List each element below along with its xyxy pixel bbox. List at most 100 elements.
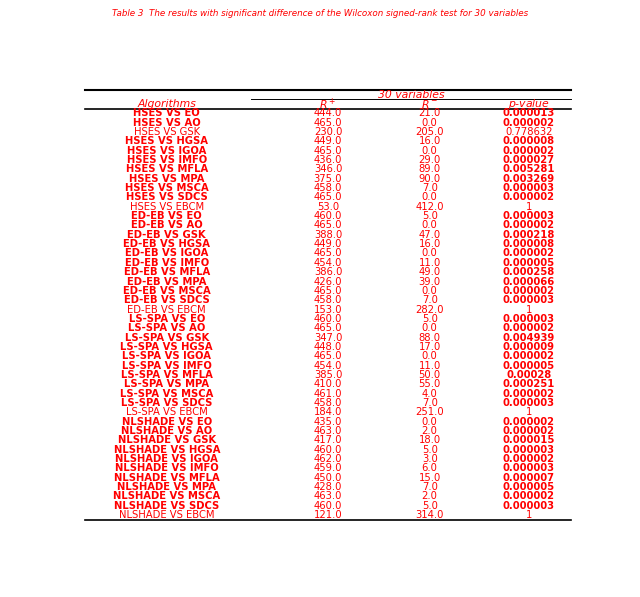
Text: NLSHADE VS HGSA: NLSHADE VS HGSA [113,445,220,455]
Text: 153.0: 153.0 [314,304,342,315]
Text: 0.000002: 0.000002 [503,220,555,230]
Text: 88.0: 88.0 [419,333,441,343]
Text: 375.0: 375.0 [314,174,342,184]
Text: 11.0: 11.0 [419,361,441,371]
Text: 0.000002: 0.000002 [503,417,555,427]
Text: 47.0: 47.0 [419,230,441,240]
Text: NLSHADE VS EBCM: NLSHADE VS EBCM [119,510,214,520]
Text: 386.0: 386.0 [314,267,342,277]
Text: 0.000015: 0.000015 [502,435,555,445]
Text: NLSHADE VS IGOA: NLSHADE VS IGOA [115,454,218,464]
Text: 0.0: 0.0 [422,286,438,296]
Text: 2.0: 2.0 [422,426,438,436]
Text: 50.0: 50.0 [419,370,441,380]
Text: NLSHADE VS MFLA: NLSHADE VS MFLA [114,473,220,482]
Text: NLSHADE VS GSK: NLSHADE VS GSK [118,435,216,445]
Text: $p$-$value$: $p$-$value$ [508,97,550,111]
Text: 11.0: 11.0 [419,258,441,268]
Text: 0.000002: 0.000002 [503,389,555,399]
Text: LS-SPA VS MSCA: LS-SPA VS MSCA [120,389,214,399]
Text: 458.0: 458.0 [314,398,342,408]
Text: 0.000002: 0.000002 [503,286,555,296]
Text: 39.0: 39.0 [419,276,441,287]
Text: 458.0: 458.0 [314,295,342,305]
Text: 454.0: 454.0 [314,361,342,371]
Text: 55.0: 55.0 [419,379,441,389]
Text: 205.0: 205.0 [415,127,444,137]
Text: 0.000003: 0.000003 [503,501,555,510]
Text: 0.000003: 0.000003 [503,445,555,455]
Text: 0.0: 0.0 [422,417,438,427]
Text: 0.000008: 0.000008 [503,136,555,146]
Text: 53.0: 53.0 [317,202,339,212]
Text: HSES VS SDCS: HSES VS SDCS [126,192,207,202]
Text: HSES VS EO: HSES VS EO [133,109,200,118]
Text: 465.0: 465.0 [314,220,342,230]
Text: 251.0: 251.0 [415,407,444,417]
Text: 0.000013: 0.000013 [503,109,555,118]
Text: 0.000258: 0.000258 [503,267,555,277]
Text: 5.0: 5.0 [422,445,438,455]
Text: LS-SPA VS HGSA: LS-SPA VS HGSA [120,342,213,352]
Text: 1: 1 [525,304,532,315]
Text: 0.000003: 0.000003 [503,183,555,193]
Text: 0.00028: 0.00028 [506,370,552,380]
Text: 0.000218: 0.000218 [502,230,555,240]
Text: 454.0: 454.0 [314,258,342,268]
Text: HSES VS EBCM: HSES VS EBCM [130,202,204,212]
Text: 0.000251: 0.000251 [502,379,555,389]
Text: 17.0: 17.0 [419,342,441,352]
Text: 465.0: 465.0 [314,192,342,202]
Text: 385.0: 385.0 [314,370,342,380]
Text: 460.0: 460.0 [314,445,342,455]
Text: $R^-$: $R^-$ [421,98,438,110]
Text: LS-SPA VS IMFO: LS-SPA VS IMFO [122,361,212,371]
Text: HSES VS GSK: HSES VS GSK [134,127,200,137]
Text: 3.0: 3.0 [422,454,438,464]
Text: LS-SPA VS MFLA: LS-SPA VS MFLA [121,370,212,380]
Text: 49.0: 49.0 [419,267,441,277]
Text: 29.0: 29.0 [419,155,441,165]
Text: NLSHADE VS AO: NLSHADE VS AO [121,426,212,436]
Text: 0.0: 0.0 [422,220,438,230]
Text: 0.000002: 0.000002 [503,118,555,128]
Text: 0.000002: 0.000002 [503,351,555,361]
Text: LS-SPA VS MPA: LS-SPA VS MPA [124,379,209,389]
Text: 30 variables: 30 variables [378,90,444,100]
Text: 7.0: 7.0 [422,398,438,408]
Text: ED-EB VS MSCA: ED-EB VS MSCA [123,286,211,296]
Text: 0.000009: 0.000009 [503,342,555,352]
Text: NLSHADE VS SDCS: NLSHADE VS SDCS [114,501,220,510]
Text: ED-EB VS IGOA: ED-EB VS IGOA [125,248,209,259]
Text: 0.0: 0.0 [422,323,438,333]
Text: ED-EB VS HGSA: ED-EB VS HGSA [124,239,211,249]
Text: 282.0: 282.0 [415,304,444,315]
Text: 4.0: 4.0 [422,389,438,399]
Text: 2.0: 2.0 [422,491,438,501]
Text: ED-EB VS GSK: ED-EB VS GSK [127,230,206,240]
Text: 21.0: 21.0 [419,109,441,118]
Text: 0.0: 0.0 [422,118,438,128]
Text: 0.000005: 0.000005 [503,361,555,371]
Text: 0.000003: 0.000003 [503,314,555,324]
Text: LS-SPA VS EBCM: LS-SPA VS EBCM [126,407,207,417]
Text: 0.000002: 0.000002 [503,192,555,202]
Text: 89.0: 89.0 [419,164,441,174]
Text: ED-EB VS MFLA: ED-EB VS MFLA [124,267,210,277]
Text: 449.0: 449.0 [314,136,342,146]
Text: 0.000003: 0.000003 [503,211,555,221]
Text: 463.0: 463.0 [314,426,342,436]
Text: 460.0: 460.0 [314,211,342,221]
Text: 0.000003: 0.000003 [503,295,555,305]
Text: LS-SPA VS IGOA: LS-SPA VS IGOA [122,351,211,361]
Text: 461.0: 461.0 [314,389,342,399]
Text: 436.0: 436.0 [314,155,342,165]
Text: HSES VS AO: HSES VS AO [133,118,201,128]
Text: HSES VS MFLA: HSES VS MFLA [125,164,208,174]
Text: LS-SPA VS AO: LS-SPA VS AO [128,323,205,333]
Text: 448.0: 448.0 [314,342,342,352]
Text: 5.0: 5.0 [422,501,438,510]
Text: 417.0: 417.0 [314,435,342,445]
Text: 458.0: 458.0 [314,183,342,193]
Text: 463.0: 463.0 [314,491,342,501]
